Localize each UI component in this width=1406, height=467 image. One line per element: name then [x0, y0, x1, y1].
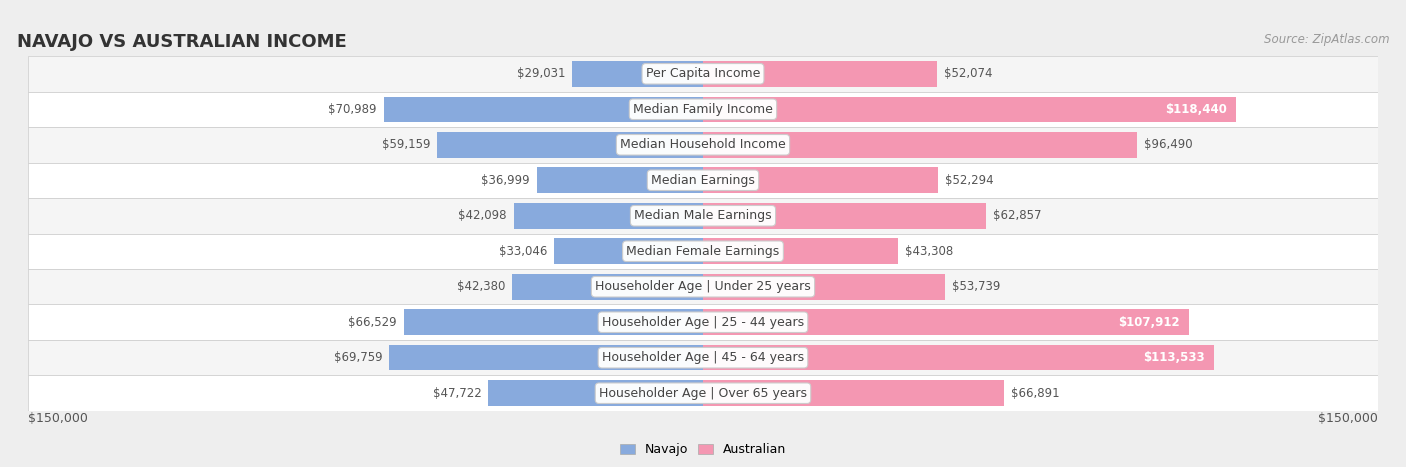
- Text: Median Male Earnings: Median Male Earnings: [634, 209, 772, 222]
- FancyBboxPatch shape: [28, 92, 1378, 127]
- Text: $52,074: $52,074: [943, 67, 993, 80]
- Text: Householder Age | Under 25 years: Householder Age | Under 25 years: [595, 280, 811, 293]
- Text: Source: ZipAtlas.com: Source: ZipAtlas.com: [1264, 33, 1389, 46]
- Text: Median Female Earnings: Median Female Earnings: [627, 245, 779, 258]
- Bar: [512, 274, 703, 299]
- Legend: Navajo, Australian: Navajo, Australian: [614, 439, 792, 461]
- Text: $69,759: $69,759: [333, 351, 382, 364]
- Bar: [437, 132, 703, 157]
- Text: Median Household Income: Median Household Income: [620, 138, 786, 151]
- Bar: [572, 61, 703, 86]
- Text: $113,533: $113,533: [1143, 351, 1205, 364]
- Bar: [703, 132, 1137, 157]
- Text: $36,999: $36,999: [481, 174, 530, 187]
- Text: $66,529: $66,529: [349, 316, 396, 329]
- Bar: [703, 310, 1188, 335]
- FancyBboxPatch shape: [28, 198, 1378, 234]
- Bar: [488, 381, 703, 406]
- Bar: [389, 345, 703, 370]
- Bar: [554, 239, 703, 264]
- FancyBboxPatch shape: [28, 340, 1378, 375]
- Text: Per Capita Income: Per Capita Income: [645, 67, 761, 80]
- Bar: [404, 310, 703, 335]
- Bar: [703, 239, 898, 264]
- Text: NAVAJO VS AUSTRALIAN INCOME: NAVAJO VS AUSTRALIAN INCOME: [17, 33, 347, 51]
- Text: $62,857: $62,857: [993, 209, 1040, 222]
- Text: $150,000: $150,000: [1317, 412, 1378, 425]
- FancyBboxPatch shape: [28, 304, 1378, 340]
- Text: $150,000: $150,000: [28, 412, 89, 425]
- Bar: [703, 168, 938, 193]
- FancyBboxPatch shape: [28, 127, 1378, 163]
- Text: $33,046: $33,046: [499, 245, 547, 258]
- FancyBboxPatch shape: [28, 269, 1378, 304]
- Text: Median Family Income: Median Family Income: [633, 103, 773, 116]
- FancyBboxPatch shape: [28, 234, 1378, 269]
- FancyBboxPatch shape: [28, 375, 1378, 411]
- Bar: [513, 203, 703, 228]
- Text: $53,739: $53,739: [952, 280, 1000, 293]
- Text: Median Earnings: Median Earnings: [651, 174, 755, 187]
- Text: Householder Age | Over 65 years: Householder Age | Over 65 years: [599, 387, 807, 400]
- Text: $118,440: $118,440: [1166, 103, 1227, 116]
- Text: $66,891: $66,891: [1011, 387, 1059, 400]
- Bar: [703, 203, 986, 228]
- Bar: [703, 97, 1236, 122]
- Text: $70,989: $70,989: [329, 103, 377, 116]
- Text: $96,490: $96,490: [1144, 138, 1192, 151]
- Text: $47,722: $47,722: [433, 387, 481, 400]
- Text: $42,098: $42,098: [458, 209, 506, 222]
- Text: $52,294: $52,294: [945, 174, 994, 187]
- Text: $42,380: $42,380: [457, 280, 506, 293]
- Text: $43,308: $43,308: [904, 245, 953, 258]
- Bar: [703, 274, 945, 299]
- FancyBboxPatch shape: [28, 163, 1378, 198]
- Text: Householder Age | 45 - 64 years: Householder Age | 45 - 64 years: [602, 351, 804, 364]
- Text: $59,159: $59,159: [381, 138, 430, 151]
- Text: Householder Age | 25 - 44 years: Householder Age | 25 - 44 years: [602, 316, 804, 329]
- Bar: [703, 345, 1213, 370]
- Bar: [703, 61, 938, 86]
- Bar: [384, 97, 703, 122]
- Text: $107,912: $107,912: [1118, 316, 1180, 329]
- Bar: [703, 381, 1004, 406]
- FancyBboxPatch shape: [28, 56, 1378, 92]
- Bar: [537, 168, 703, 193]
- Text: $29,031: $29,031: [517, 67, 565, 80]
